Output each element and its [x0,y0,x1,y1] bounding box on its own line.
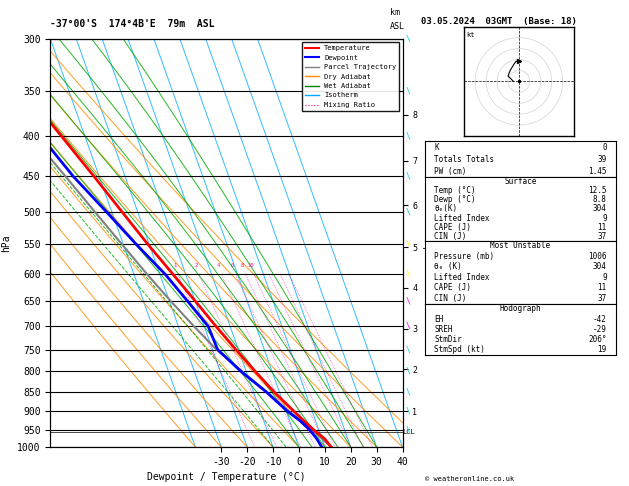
Text: \: \ [406,345,411,354]
Text: \: \ [406,132,411,141]
Text: \: \ [406,172,411,181]
X-axis label: Dewpoint / Temperature (°C): Dewpoint / Temperature (°C) [147,472,306,483]
Text: 8.8: 8.8 [593,195,607,205]
Text: θₑ(K): θₑ(K) [434,205,457,213]
Text: StmDir: StmDir [434,335,462,344]
Text: 19: 19 [598,345,607,354]
Text: -42: -42 [593,314,607,324]
Text: \: \ [406,269,411,278]
Text: 03.05.2024  03GMT  (Base: 18): 03.05.2024 03GMT (Base: 18) [421,17,577,26]
Text: 4: 4 [217,263,220,268]
Text: \: \ [406,208,411,217]
Text: \: \ [406,322,411,330]
Text: \: \ [406,296,411,306]
Text: CAPE (J): CAPE (J) [434,223,471,231]
Text: 304: 304 [593,262,607,271]
Text: km: km [390,8,400,17]
Text: 1: 1 [174,263,177,268]
Text: 9: 9 [602,213,607,223]
Text: \: \ [406,87,411,96]
Text: \: \ [406,35,411,43]
Text: Surface: Surface [504,177,537,187]
Text: \: \ [406,425,411,434]
Text: 12.5: 12.5 [588,187,607,195]
Text: 9: 9 [602,273,607,282]
Text: PW (cm): PW (cm) [434,167,467,176]
Text: Temp (°C): Temp (°C) [434,187,476,195]
Text: 11: 11 [598,223,607,231]
Text: \: \ [406,387,411,397]
Text: Totals Totals: Totals Totals [434,155,494,164]
Text: 2: 2 [194,263,198,268]
Text: 10: 10 [248,263,254,268]
Text: kt: kt [467,32,475,38]
Text: 8: 8 [241,263,245,268]
Text: StmSpd (kt): StmSpd (kt) [434,345,485,354]
Y-axis label: hPa: hPa [1,234,11,252]
Text: © weatheronline.co.uk: © weatheronline.co.uk [425,476,514,482]
Text: 1.45: 1.45 [588,167,607,176]
Text: EH: EH [434,314,443,324]
Text: \: \ [406,240,411,249]
Text: Hodograph: Hodograph [499,304,542,313]
Text: \: \ [406,367,411,376]
Text: Lifted Index: Lifted Index [434,213,489,223]
Text: 1006: 1006 [588,252,607,261]
Text: CIN (J): CIN (J) [434,294,467,303]
Y-axis label: km
ASL: km ASL [423,236,442,250]
Text: 206°: 206° [588,335,607,344]
Text: 6: 6 [231,263,234,268]
Text: 304: 304 [593,205,607,213]
Legend: Temperature, Dewpoint, Parcel Trajectory, Dry Adiabat, Wet Adiabat, Isotherm, Mi: Temperature, Dewpoint, Parcel Trajectory… [302,42,399,111]
Text: Dewp (°C): Dewp (°C) [434,195,476,205]
Text: 37: 37 [598,294,607,303]
Text: K: K [434,142,439,152]
Text: CIN (J): CIN (J) [434,231,467,241]
Text: ASL: ASL [390,22,405,31]
Text: 0: 0 [602,142,607,152]
Text: SREH: SREH [434,325,453,334]
Text: \: \ [406,407,411,416]
Text: 37: 37 [598,231,607,241]
Text: 11: 11 [598,283,607,293]
Text: -37°00'S  174°4B'E  79m  ASL: -37°00'S 174°4B'E 79m ASL [50,19,215,29]
Text: CAPE (J): CAPE (J) [434,283,471,293]
Text: -29: -29 [593,325,607,334]
Text: LCL: LCL [403,429,415,434]
Text: θₑ (K): θₑ (K) [434,262,462,271]
Text: Lifted Index: Lifted Index [434,273,489,282]
Text: Mixing Ratio (g/kg): Mixing Ratio (g/kg) [440,195,449,291]
Text: Pressure (mb): Pressure (mb) [434,252,494,261]
Text: 39: 39 [598,155,607,164]
Text: Most Unstable: Most Unstable [491,242,550,250]
